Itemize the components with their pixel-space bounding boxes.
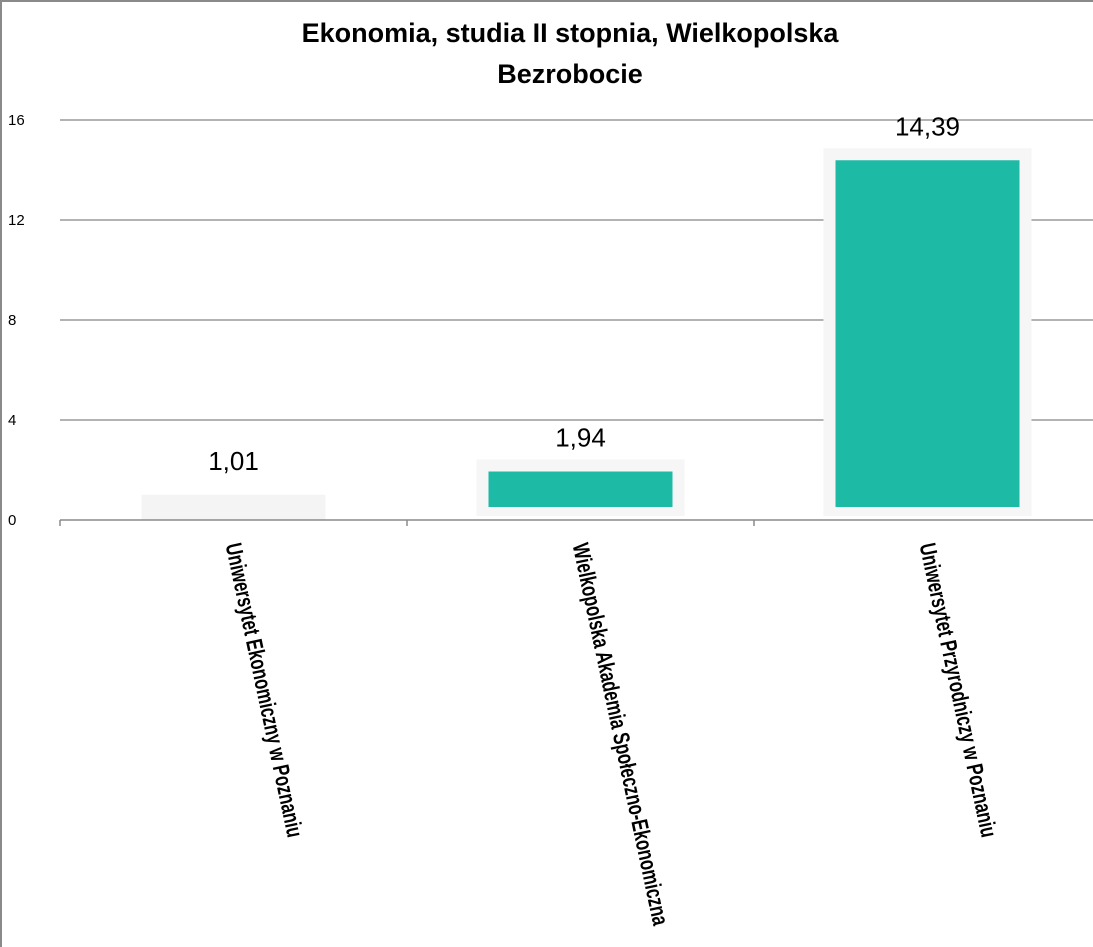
chart-title: Ekonomia, studia II stopnia, Wielkopolsk… bbox=[302, 18, 840, 48]
bar bbox=[488, 471, 673, 507]
y-axis-ticks: 0 4 8 12 16 bbox=[8, 112, 25, 529]
y-tick-label: 8 bbox=[8, 312, 16, 329]
data-label: 1,94 bbox=[555, 423, 606, 453]
y-tick-label: 4 bbox=[8, 412, 16, 429]
data-label: 1,01 bbox=[208, 446, 259, 476]
category-label: Wielkopolska Akademia Społeczno-Ekonomic… bbox=[568, 541, 675, 928]
bar bbox=[141, 494, 326, 520]
y-tick-label: 0 bbox=[8, 512, 16, 529]
bar bbox=[835, 160, 1020, 507]
chart-subtitle: Bezrobocie bbox=[497, 59, 643, 89]
bars bbox=[141, 148, 1032, 520]
y-tick-label: 16 bbox=[8, 112, 25, 129]
y-tick-label: 12 bbox=[8, 212, 25, 229]
x-axis bbox=[59, 519, 1093, 526]
data-labels: 1,01 1,94 14,39 bbox=[208, 111, 960, 476]
category-label: Uniwersytet Przyrodniczy w Poznaniu bbox=[915, 541, 1003, 840]
data-label: 14,39 bbox=[895, 111, 960, 141]
category-label: Uniwersytet Ekonomiczny w Poznaniu bbox=[221, 541, 309, 840]
category-labels: Uniwersytet Ekonomiczny w Poznaniu Wielko… bbox=[221, 541, 1003, 928]
